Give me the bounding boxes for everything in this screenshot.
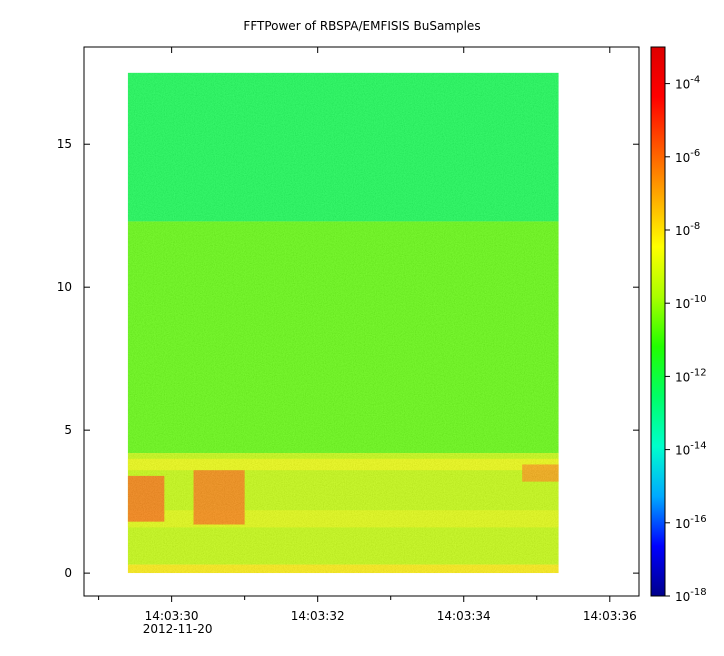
y-axis: 0 5 10 15 xyxy=(57,137,639,580)
x-tick-label: 14:03:34 xyxy=(437,609,491,623)
x-tick-label: 14:03:32 xyxy=(291,609,345,623)
y-tick-label: 0 xyxy=(64,566,72,580)
colorbar-tick-label: 10-12 xyxy=(675,367,707,384)
colorbar-tick-label: 10-6 xyxy=(675,148,700,165)
colorbar xyxy=(650,46,666,597)
colorbar-axis: 10-18 10-16 10-14 10-12 10-10 10-8 10-6 10-4 xyxy=(665,75,707,604)
y-tick-label: 15 xyxy=(57,137,72,151)
x-tick-label: 14:03:30 xyxy=(145,609,199,623)
colorbar-tick-label: 10-8 xyxy=(675,221,700,238)
y-tick-label: 10 xyxy=(57,280,72,294)
colorbar-tick-label: 10-18 xyxy=(675,587,707,604)
x-tick-label: 14:03:36 xyxy=(583,609,637,623)
chart-title: FFTPower of RBSPA/EMFISIS BuSamples xyxy=(243,19,480,33)
spectrogram-image xyxy=(127,72,559,574)
colorbar-tick-label: 10-10 xyxy=(675,294,707,311)
colorbar-tick-label: 10-4 xyxy=(675,75,700,92)
colorbar-tick-label: 10-16 xyxy=(675,514,707,531)
y-tick-label: 5 xyxy=(64,423,72,437)
x-date-label: 2012-11-20 xyxy=(143,622,213,636)
spectrogram-noise xyxy=(127,72,559,574)
colorbar-tick-label: 10-14 xyxy=(675,441,707,458)
